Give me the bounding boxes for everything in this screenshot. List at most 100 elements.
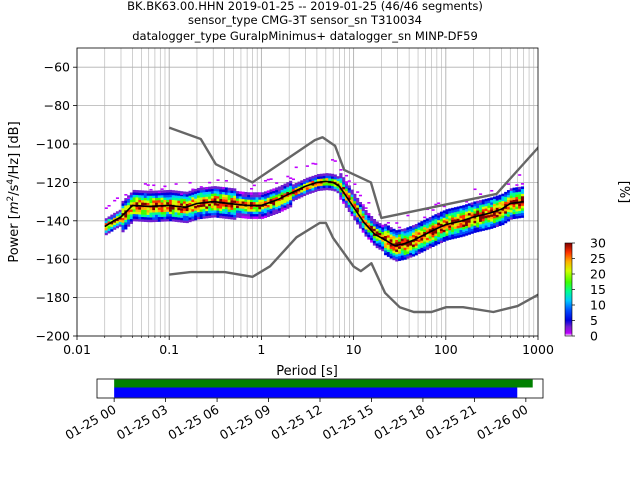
psd-cell bbox=[328, 175, 332, 179]
psd-cell bbox=[434, 238, 438, 241]
psd-cell bbox=[308, 181, 312, 185]
psd-cell bbox=[110, 219, 114, 223]
psd-cell bbox=[185, 213, 189, 216]
psd-cell bbox=[375, 223, 379, 227]
psd-cell bbox=[269, 213, 273, 217]
psd-cell bbox=[487, 210, 491, 213]
psd-cell bbox=[180, 191, 184, 194]
psd-cell bbox=[129, 194, 133, 198]
psd-cell bbox=[141, 214, 145, 217]
psd-cell bbox=[115, 216, 120, 219]
psd-cell bbox=[138, 190, 142, 193]
psd-cell bbox=[132, 199, 136, 203]
psd-cell bbox=[146, 193, 150, 196]
psd-cell bbox=[104, 223, 108, 226]
psd-cell bbox=[445, 230, 449, 234]
psd-cell bbox=[255, 192, 259, 195]
psd-cell bbox=[146, 195, 150, 199]
psd-cell bbox=[361, 225, 365, 228]
psd-cell bbox=[403, 233, 407, 236]
psd-cell bbox=[406, 239, 410, 242]
psd-cell bbox=[417, 246, 421, 250]
psd-cell bbox=[398, 236, 402, 240]
psd-cell bbox=[141, 216, 145, 220]
psd-cell bbox=[216, 203, 220, 206]
psd-cell bbox=[504, 206, 508, 209]
psd-cell bbox=[314, 179, 318, 183]
psd-cell bbox=[400, 236, 404, 239]
mean-psd-line bbox=[104, 180, 524, 247]
psd-cell bbox=[196, 214, 201, 217]
psd-cell bbox=[177, 212, 181, 216]
psd-cell bbox=[149, 219, 153, 223]
psd-cell bbox=[411, 249, 416, 252]
psd-outlier-cell bbox=[269, 178, 273, 180]
psd-cell bbox=[439, 223, 444, 227]
psd-cell bbox=[266, 199, 270, 203]
psd-cell bbox=[423, 219, 427, 223]
psd-cell bbox=[216, 215, 220, 218]
psd-outlier-cell bbox=[423, 216, 427, 219]
psd-cell bbox=[255, 201, 259, 205]
psd-cell bbox=[222, 213, 226, 217]
psd-cell bbox=[364, 226, 368, 230]
psd-cell bbox=[166, 216, 170, 220]
psd-cell bbox=[263, 210, 268, 214]
psd-cell bbox=[141, 190, 145, 193]
psd-cell bbox=[135, 206, 139, 210]
psd-cell bbox=[202, 206, 206, 210]
psd-cell bbox=[442, 210, 446, 214]
psd-cell bbox=[143, 195, 147, 198]
psd-cell bbox=[213, 190, 217, 194]
psd-cell bbox=[121, 215, 125, 218]
psd-cell bbox=[261, 213, 265, 217]
psd-cell bbox=[370, 227, 374, 231]
psd-cell bbox=[216, 196, 220, 199]
psd-cell bbox=[409, 255, 413, 258]
psd-cell bbox=[213, 186, 217, 189]
psd-cell bbox=[515, 187, 519, 190]
psd-cell bbox=[129, 197, 133, 200]
psd-cell bbox=[456, 232, 460, 236]
psd-cell bbox=[481, 204, 485, 207]
psd-cell bbox=[470, 209, 474, 213]
psd-cell bbox=[194, 191, 198, 194]
psd-cell bbox=[509, 209, 513, 213]
psd-cell bbox=[219, 186, 223, 190]
psd-cell bbox=[155, 216, 159, 220]
psd-cell bbox=[520, 198, 525, 202]
psd-cell bbox=[445, 233, 449, 236]
psd-cell bbox=[342, 193, 346, 197]
psd-cell bbox=[219, 208, 223, 211]
psd-cell bbox=[180, 195, 184, 199]
psd-cell bbox=[520, 208, 525, 211]
psd-cell bbox=[428, 228, 432, 232]
psd-cell bbox=[389, 255, 393, 259]
psd-cell bbox=[280, 201, 284, 205]
psd-cell bbox=[166, 218, 170, 222]
psd-cell bbox=[347, 190, 351, 193]
colorbar-gradient bbox=[564, 242, 573, 337]
psd-cell bbox=[141, 195, 145, 198]
psd-cell bbox=[180, 212, 184, 216]
psd-cell bbox=[230, 214, 234, 218]
psd-cell bbox=[328, 182, 332, 186]
psd-cell bbox=[431, 234, 435, 238]
psd-cell bbox=[124, 214, 128, 218]
psd-cell bbox=[333, 176, 337, 180]
psd-cell bbox=[104, 218, 108, 221]
psd-cell bbox=[406, 251, 410, 254]
psd-cell bbox=[297, 181, 301, 185]
psd-cell bbox=[481, 218, 485, 222]
psd-cell bbox=[286, 184, 290, 188]
psd-cell bbox=[208, 213, 212, 216]
psd-cell bbox=[356, 202, 360, 206]
psd-cell bbox=[208, 205, 212, 209]
psd-cell bbox=[266, 204, 270, 208]
psd-cell bbox=[168, 206, 173, 210]
psd-cell bbox=[367, 236, 371, 240]
psd-cell bbox=[487, 207, 491, 211]
psd-cell bbox=[431, 227, 435, 231]
psd-cell bbox=[442, 212, 446, 216]
psd-cell bbox=[492, 222, 497, 226]
